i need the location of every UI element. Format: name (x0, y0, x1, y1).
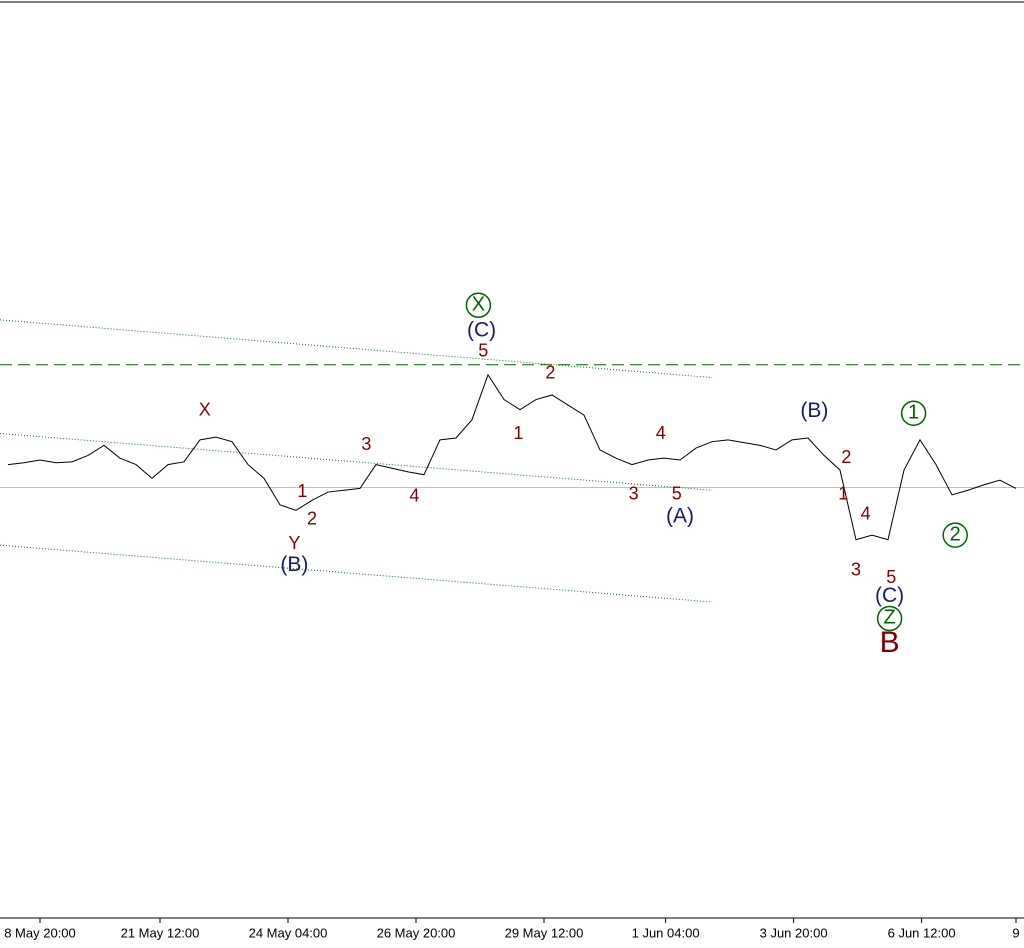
wave-label: (C) (875, 584, 904, 607)
x-tick-label: 21 May 12:00 (121, 925, 200, 940)
wave-circle (942, 522, 968, 548)
x-tick-label: 3 Jun 20:00 (760, 925, 828, 940)
wave-label: (B) (280, 553, 308, 576)
channel-line (0, 319, 713, 379)
channel-line (0, 432, 713, 491)
wave-label: 1 (838, 484, 848, 504)
x-tick-label: 26 May 20:00 (377, 925, 456, 940)
wave-circle (876, 605, 903, 632)
wave-label: 3 (361, 434, 371, 454)
wave-label: 2 (841, 447, 851, 467)
x-tick-label: 29 May 12:00 (505, 925, 584, 940)
x-tick-label: 8 May 20:00 (4, 925, 76, 940)
wave-label: 1 (513, 423, 523, 443)
wave-label: 3 (629, 484, 639, 504)
channel-line (0, 544, 713, 603)
wave-label: X (199, 399, 211, 419)
wave-label: Y (288, 533, 300, 553)
wave-label: (C) (467, 318, 496, 341)
x-tick-label: 9 (1012, 925, 1019, 940)
wave-label: (A) (666, 504, 694, 527)
wave-label: 2 (545, 363, 555, 383)
wave-label: 2 (307, 508, 317, 528)
wave-circle (465, 292, 492, 318)
wave-label: 3 (851, 560, 861, 580)
wave-label: Z (883, 607, 895, 629)
wave-label: B (880, 626, 900, 659)
wave-label: 1 (297, 481, 307, 501)
wave-circle (900, 400, 927, 427)
wave-label: X (472, 293, 485, 315)
wave-label: 5 (478, 341, 488, 361)
price-line (7, 373, 1017, 541)
wave-label: (B) (800, 399, 828, 422)
wave-label: 4 (861, 504, 871, 524)
wave-label: 5 (672, 484, 682, 504)
x-tick-label: 24 May 04:00 (249, 925, 328, 940)
x-tick-label: 6 Jun 12:00 (888, 925, 956, 940)
x-tick-label: 1 Jun 04:00 (632, 925, 700, 940)
wave-label: 4 (656, 423, 666, 443)
wave-label: 1 (908, 402, 919, 424)
wave-label: 4 (409, 485, 419, 505)
wave-label: 5 (886, 567, 896, 587)
wave-label: 2 (950, 523, 961, 545)
